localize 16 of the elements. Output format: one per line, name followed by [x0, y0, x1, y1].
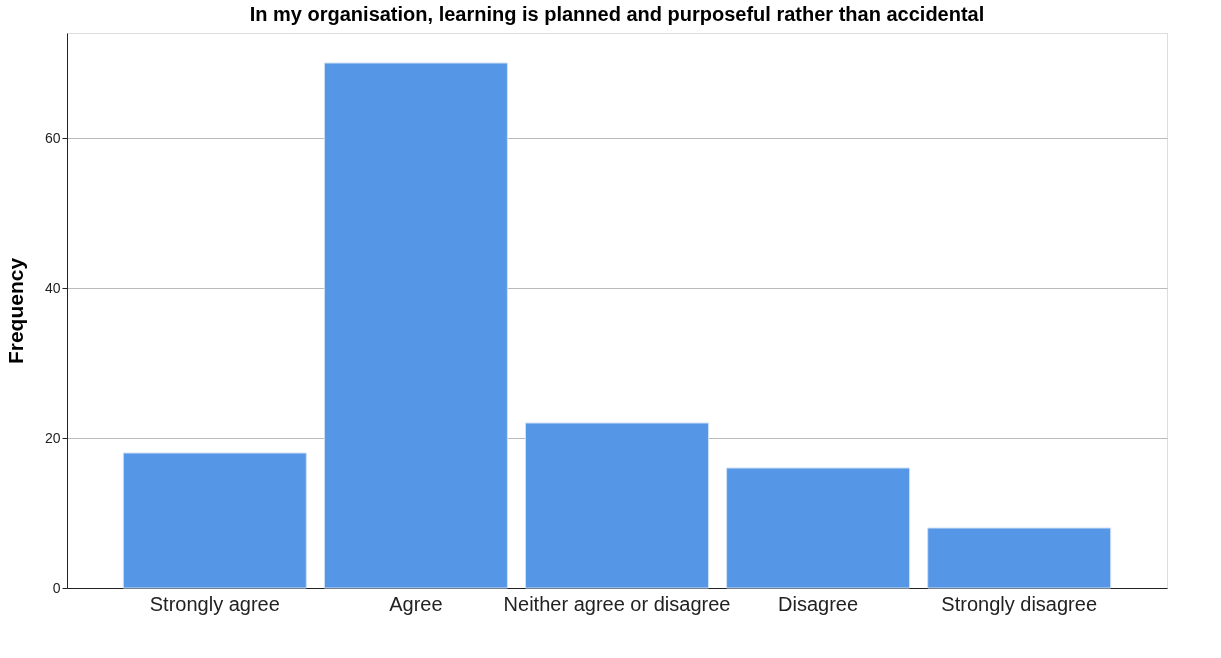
- x-tick-label: Strongly agree: [149, 592, 280, 615]
- bar: [726, 467, 911, 589]
- x-tick-label: Neither agree or disagree: [503, 592, 731, 615]
- bar: [927, 527, 1112, 589]
- y-tick-label: 0: [52, 579, 61, 596]
- y-tick-label: 40: [44, 279, 61, 296]
- y-tick-label: 60: [44, 129, 61, 146]
- x-tick-label: Disagree: [778, 592, 859, 615]
- chart-title: In my organisation, learning is planned and purposeful rather than accidental: [249, 3, 985, 25]
- bar: [122, 452, 307, 589]
- bar: [323, 62, 508, 589]
- x-tick-label: Strongly disagree: [941, 592, 1098, 615]
- bar: [525, 422, 709, 589]
- y-tick-label: 20: [44, 429, 61, 446]
- x-tick-label: Agree: [389, 592, 443, 615]
- y-axis-title: Frequency: [3, 257, 27, 365]
